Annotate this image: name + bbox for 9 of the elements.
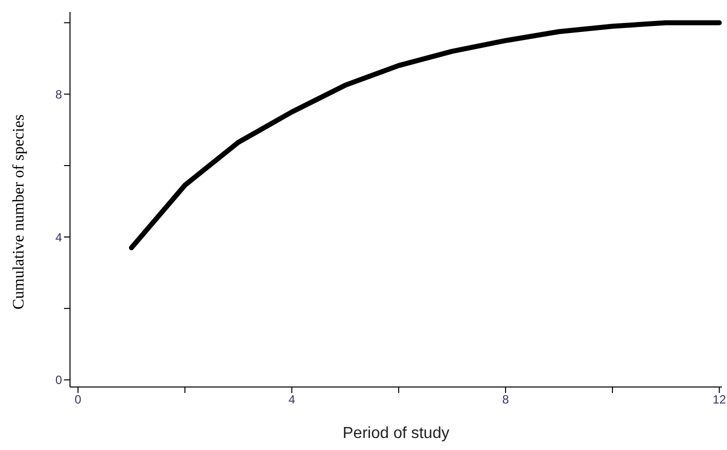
x-tick-label: 0 (74, 392, 82, 407)
y-tick-label: 0 (55, 373, 62, 388)
y-axis-title: Cumulative number of species (10, 114, 28, 310)
x-tick-label: 8 (502, 392, 510, 407)
x-axis-title: Period of study (342, 425, 450, 442)
y-tick-label: 4 (55, 230, 62, 244)
y-tick-label: 8 (55, 87, 62, 102)
x-tick-label: 4 (288, 392, 296, 407)
x-tick-label: 12 (712, 392, 726, 407)
